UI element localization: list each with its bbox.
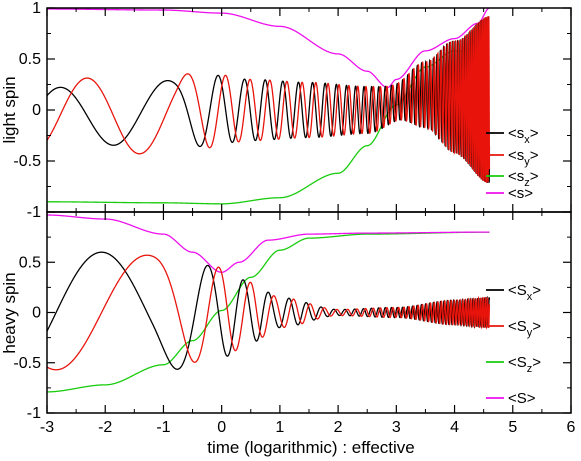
plot-area	[47, 8, 491, 205]
series-Sy-line	[47, 254, 491, 371]
legend: <Sx> <Sy> <Sz> <S>	[486, 282, 541, 407]
y-tick-label: 0	[32, 305, 41, 322]
legend-label-S: <S>	[508, 390, 536, 407]
legend-label-Sy: <Sy>	[508, 318, 541, 339]
bottom-panel-heavy-spin: -1 -0.5 0 0.5 -3 -2 -1 0 1 2 3 4 5 6 <Sx> <Sy> <Sz> <S>	[13, 211, 576, 436]
y-tick-label: -0.5	[13, 355, 41, 372]
legend-label-sz: <sz>	[508, 168, 539, 189]
y-tick-label: 0.5	[19, 254, 41, 271]
legend-label-Sz: <Sz>	[508, 354, 541, 375]
y-tick-label: 0	[32, 102, 41, 119]
legend-label-s: <s>	[508, 185, 533, 202]
series-sz-line	[47, 50, 490, 205]
plot-area	[47, 214, 491, 393]
series-s-line	[47, 8, 490, 89]
x-tick-label: 6	[567, 419, 576, 436]
legend-label-sx: <sx>	[508, 125, 539, 146]
x-tick-label: -2	[98, 419, 112, 436]
plot-frame	[46, 211, 572, 414]
x-tick-label: 2	[334, 419, 343, 436]
x-tick-label: 1	[275, 419, 284, 436]
series-sy-line	[47, 16, 491, 183]
legend-label-Sx: <Sx>	[508, 282, 541, 303]
legend-label-sy: <sy>	[508, 147, 539, 168]
y-tick-label: -1	[27, 405, 41, 422]
legend: <sx><sy><sz><s>	[486, 125, 539, 202]
y-tick-label: 0.5	[19, 51, 41, 68]
series-sx-line	[47, 16, 491, 183]
y-tick-label: -1	[27, 204, 41, 221]
bottom-y-axis-label: heavy spin	[0, 272, 19, 353]
top-y-axis-label: light spin	[0, 76, 19, 143]
y-tick-label: -0.5	[13, 153, 41, 170]
x-tick-label: 4	[450, 419, 459, 436]
x-axis-label: time (logarithmic) : effective	[207, 438, 415, 457]
x-tick-label: -1	[156, 419, 170, 436]
x-tick-label: 0	[217, 419, 226, 436]
x-tick-label: 5	[508, 419, 517, 436]
x-tick-label: 3	[392, 419, 401, 436]
y-tick-label: 1	[32, 0, 41, 17]
top-panel-light-spin: -1 -0.5 0 0.5 1 <sx><sy><sz><s>	[13, 0, 572, 221]
series-S-line	[47, 214, 490, 273]
x-tick-label: -3	[40, 419, 54, 436]
series-Sz-line	[47, 231, 490, 393]
